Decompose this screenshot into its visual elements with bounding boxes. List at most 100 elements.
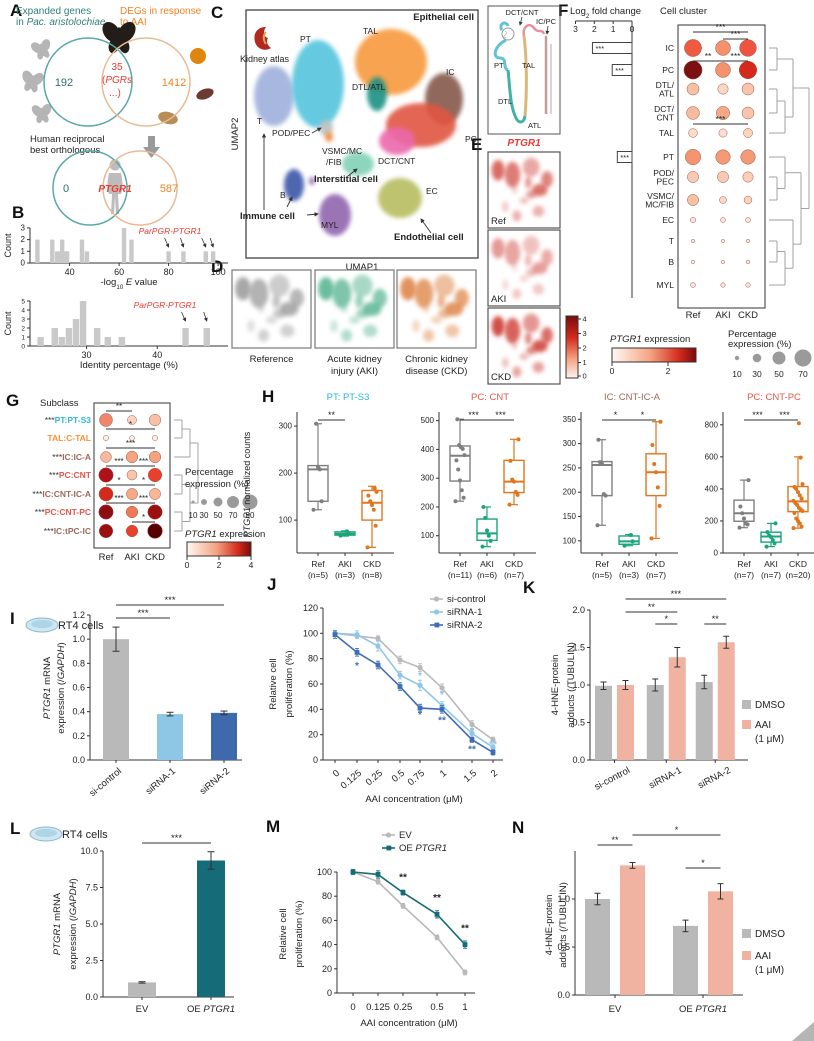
- svg-text:1: 1: [583, 358, 587, 367]
- svg-text:1412: 1412: [162, 77, 186, 89]
- svg-text:siRNA-2: siRNA-2: [198, 766, 232, 797]
- svg-text:CNT: CNT: [657, 112, 674, 122]
- svg-text:80: 80: [322, 891, 332, 901]
- svg-text:0.125: 0.125: [366, 1002, 390, 1013]
- svg-text:CKD: CKD: [505, 559, 523, 569]
- svg-text:expression (/GAPDH): expression (/GAPDH): [68, 878, 79, 969]
- svg-text:MC/FIB: MC/FIB: [645, 199, 674, 209]
- svg-text:***: ***: [171, 833, 182, 844]
- svg-text:siRNA-1: siRNA-1: [144, 766, 178, 797]
- svg-text:4: 4: [249, 560, 254, 570]
- svg-text:AAI concentration (μM): AAI concentration (μM): [365, 794, 462, 805]
- svg-text:35: 35: [111, 62, 123, 73]
- svg-text:***PC:CNT: ***PC:CNT: [49, 470, 92, 480]
- svg-text:(n=7): (n=7): [504, 570, 524, 580]
- svg-text:***IC:tPC-IC: ***IC:tPC-IC: [44, 526, 91, 536]
- svg-text:IC: CNT-IC-A: IC: CNT-IC-A: [604, 392, 661, 403]
- svg-text:***: ***: [716, 114, 727, 124]
- svg-text:***: ***: [495, 410, 506, 420]
- svg-text:0.125: 0.125: [339, 768, 364, 792]
- svg-text:OE PTGR1: OE PTGR1: [187, 1004, 235, 1015]
- svg-text:*: *: [701, 858, 705, 868]
- panel-label-m: M: [266, 817, 281, 836]
- svg-text:***: ***: [164, 595, 175, 606]
- svg-text:AKI: AKI: [480, 559, 494, 569]
- svg-text:*: *: [418, 710, 422, 721]
- svg-text:0.2: 0.2: [72, 731, 85, 741]
- svg-text:...): ...): [109, 88, 121, 99]
- svg-text:PTGR1: PTGR1: [98, 184, 132, 195]
- panel-m-proliferation-linechart: 0 20 40 60 80 100 Relative cell proliferation (…: [278, 830, 475, 1029]
- svg-text:DTL: DTL: [498, 97, 512, 106]
- svg-text:to AAI: to AAI: [120, 17, 147, 28]
- svg-text:200: 200: [279, 469, 293, 478]
- svg-text:***IC:CNT-IC-A: ***IC:CNT-IC-A: [32, 489, 91, 499]
- svg-text:siRNA-2: siRNA-2: [696, 765, 732, 791]
- svg-text:300: 300: [279, 422, 293, 431]
- panel-label-e: E: [471, 135, 483, 154]
- svg-text:PC: CNT-PC: PC: CNT-PC: [747, 392, 801, 403]
- svg-text:3: 3: [583, 329, 587, 338]
- svg-text:expression (%): expression (%): [185, 479, 248, 490]
- svg-text:0.4: 0.4: [72, 707, 85, 717]
- svg-text:***: ***: [139, 494, 148, 503]
- panel-label-a: A: [10, 1, 23, 20]
- svg-text:60: 60: [308, 679, 318, 689]
- svg-text:***: ***: [731, 51, 742, 61]
- svg-text:(n=7): (n=7): [761, 570, 781, 580]
- svg-text:injury (AKI): injury (AKI): [331, 366, 378, 377]
- svg-text:400: 400: [421, 445, 435, 454]
- svg-text:DTL/ATL: DTL/ATL: [352, 82, 386, 92]
- svg-text:70: 70: [798, 369, 808, 379]
- svg-text:disease (CKD): disease (CKD): [406, 366, 468, 377]
- svg-text:200: 200: [563, 488, 577, 497]
- svg-text:Human reciprocal: Human reciprocal: [30, 134, 104, 145]
- svg-text:587: 587: [160, 183, 178, 195]
- svg-text:(n=5): (n=5): [592, 570, 612, 580]
- svg-text:MYL: MYL: [321, 220, 339, 230]
- svg-text:Relative cell: Relative cell: [278, 908, 289, 959]
- panel-n-adducts-barchart: 0.0 0.5 1.04-HNE-protein adducts (/TUBULIN)…: [544, 825, 785, 1015]
- svg-text:EV: EV: [399, 830, 412, 841]
- svg-text:AAI concentration (μM): AAI concentration (μM): [360, 1018, 457, 1029]
- panel-label-i: I: [10, 609, 15, 628]
- svg-text:(1 μM): (1 μM): [755, 965, 784, 976]
- svg-text:RT4 cells: RT4 cells: [62, 829, 108, 841]
- svg-text:TAL:C-TAL: TAL:C-TAL: [47, 433, 91, 443]
- svg-text:best orthologous: best orthologous: [30, 145, 100, 156]
- svg-text:5.0: 5.0: [85, 919, 98, 929]
- svg-text:0.8: 0.8: [72, 658, 85, 668]
- svg-text:**: **: [705, 51, 712, 61]
- svg-text:0: 0: [350, 1002, 355, 1013]
- svg-text:DEGs in response: DEGs in response: [120, 6, 202, 17]
- svg-text:40: 40: [322, 940, 332, 950]
- svg-text:0.0: 0.0: [85, 992, 98, 1002]
- svg-text:proliferation (%): proliferation (%): [294, 900, 305, 967]
- svg-text:**: **: [489, 739, 497, 750]
- svg-text:ATL: ATL: [528, 121, 541, 130]
- svg-text:1.0: 1.0: [72, 634, 85, 644]
- svg-text:PC: CNT: PC: CNT: [471, 392, 509, 403]
- svg-text:***: ***: [752, 410, 763, 420]
- svg-text:80: 80: [308, 654, 318, 664]
- svg-text:Cell cluster: Cell cluster: [660, 6, 707, 17]
- svg-text:Count: Count: [3, 233, 13, 258]
- svg-text:CKD: CKD: [145, 552, 165, 563]
- svg-text:si-control: si-control: [87, 766, 124, 799]
- svg-text:si-control: si-control: [593, 765, 632, 793]
- svg-text:*: *: [664, 614, 668, 624]
- svg-text:Percentage: Percentage: [728, 329, 777, 340]
- svg-text:***: ***: [114, 494, 123, 503]
- svg-text:CKD: CKD: [491, 372, 511, 383]
- svg-text:1.0: 1.0: [572, 680, 585, 690]
- svg-text:Identity percentage (%): Identity percentage (%): [80, 360, 178, 371]
- svg-text:(n=20): (n=20): [786, 570, 811, 580]
- svg-text:***: ***: [731, 29, 742, 39]
- svg-text:AKI: AKI: [491, 294, 506, 305]
- panel-label-f: F: [558, 1, 569, 20]
- svg-text:2.0: 2.0: [572, 605, 585, 615]
- svg-text:2: 2: [217, 560, 222, 570]
